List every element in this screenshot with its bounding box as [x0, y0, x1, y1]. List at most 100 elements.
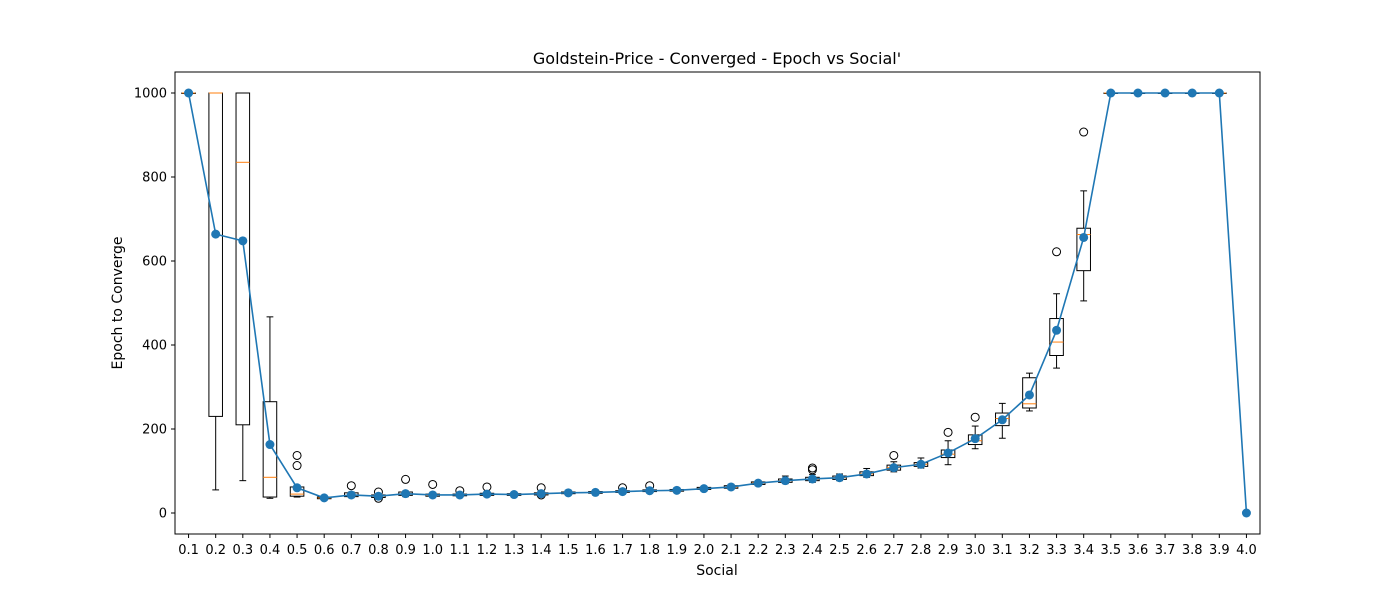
x-tick-label: 1.0 [422, 543, 443, 558]
x-tick-label: 0.2 [205, 543, 226, 558]
box-flier [346, 481, 356, 491]
series-point [292, 483, 302, 493]
x-tick-label: 2.6 [856, 543, 877, 558]
series-point [509, 490, 519, 500]
box-flier [1079, 127, 1089, 137]
x-tick-label: 3.5 [1100, 543, 1121, 558]
y-tick-label: 400 [142, 339, 167, 354]
series-point [645, 486, 655, 496]
y-tick-label: 200 [142, 423, 167, 438]
series-point [482, 489, 492, 499]
y-tick-label: 0 [159, 507, 167, 522]
box-body [235, 92, 251, 426]
x-tick-label: 0.5 [287, 543, 308, 558]
x-tick-label: 0.7 [341, 543, 362, 558]
x-tick-label: 3.0 [965, 543, 986, 558]
series-point [916, 459, 926, 469]
chart-title: Goldstein-Price - Converged - Epoch vs S… [533, 49, 901, 68]
x-tick-label: 2.1 [721, 543, 742, 558]
x-tick-label: 2.2 [748, 543, 769, 558]
x-tick-label: 0.8 [368, 543, 389, 558]
series-point [211, 229, 221, 239]
series-point [1106, 88, 1116, 98]
box-body [1022, 377, 1037, 409]
series-point [238, 236, 248, 246]
x-tick-label: 1.6 [585, 543, 606, 558]
x-tick-label: 2.8 [911, 543, 932, 558]
series-point [428, 490, 438, 500]
series-point [1133, 88, 1143, 98]
box-flier [428, 479, 438, 489]
x-tick-label: 2.7 [883, 543, 904, 558]
x-tick-label: 3.3 [1046, 543, 1067, 558]
series-point [699, 484, 709, 494]
x-tick-label: 1.5 [558, 543, 579, 558]
x-tick-label: 1.3 [504, 543, 525, 558]
x-tick-label: 3.8 [1182, 543, 1203, 558]
box-body [1049, 318, 1064, 357]
series-point [1079, 232, 1089, 242]
series-point [319, 493, 329, 503]
series-point [780, 476, 790, 486]
x-tick-label: 0.6 [314, 543, 335, 558]
x-tick-label: 1.8 [639, 543, 660, 558]
x-tick-label: 1.7 [612, 543, 633, 558]
series-point [997, 415, 1007, 425]
axes-frame [174, 71, 1261, 535]
box-flier [292, 461, 302, 471]
series-point [1214, 88, 1224, 98]
series-point [346, 490, 356, 500]
series-point [862, 469, 872, 479]
series-point [373, 491, 383, 501]
x-tick-label: 2.4 [802, 543, 823, 558]
series-point [265, 440, 275, 450]
series-point [1052, 325, 1062, 335]
series-point [590, 487, 600, 497]
x-tick-label: 1.4 [531, 543, 552, 558]
x-tick-label: 3.1 [992, 543, 1013, 558]
y-tick-label: 800 [142, 171, 167, 186]
x-tick-label: 0.4 [260, 543, 281, 558]
series-point [753, 478, 763, 488]
x-tick-label: 3.9 [1209, 543, 1230, 558]
y-tick-label: 1000 [134, 87, 167, 102]
series-line [187, 92, 1248, 514]
box-body [995, 412, 1010, 427]
series-point [889, 463, 899, 473]
x-tick-label: 0.9 [395, 543, 416, 558]
box-flier [292, 450, 302, 460]
box-body [262, 401, 278, 498]
x-tick-label: 1.9 [666, 543, 687, 558]
series-point [1024, 390, 1034, 400]
series-point [618, 487, 628, 497]
box-flier [970, 412, 980, 422]
box-flier [889, 450, 899, 460]
y-axis-label: Epoch to Converge [110, 237, 126, 370]
plot-area: 0 200 400 600 800 1000 0.1 0.2 0.3 0.4 0.5 0.6 0.7 0.… [134, 71, 1261, 558]
x-axis-label: Social [696, 563, 738, 579]
x-tick-label: 2.0 [694, 543, 715, 558]
x-tick-label: 3.6 [1128, 543, 1149, 558]
x-tick-label: 2.5 [829, 543, 850, 558]
box-flier [1052, 247, 1062, 257]
x-tick-label: 1.2 [477, 543, 498, 558]
box-flier [807, 463, 817, 473]
series-point [455, 490, 465, 500]
series-point [726, 482, 736, 492]
series-point [1187, 88, 1197, 98]
x-tick-label: 3.4 [1073, 543, 1094, 558]
series-point [1160, 88, 1170, 98]
box-body [1076, 227, 1091, 272]
series-point [1241, 508, 1251, 518]
x-tick-label: 0.1 [178, 543, 199, 558]
series-point [184, 88, 194, 98]
box-flier [943, 427, 953, 437]
x-tick-label: 3.2 [1019, 543, 1040, 558]
box-flier [401, 474, 411, 484]
series-point [563, 488, 573, 498]
series-point [401, 489, 411, 499]
series-point [970, 434, 980, 444]
series-point [536, 489, 546, 499]
x-tick-label: 4.0 [1236, 543, 1257, 558]
